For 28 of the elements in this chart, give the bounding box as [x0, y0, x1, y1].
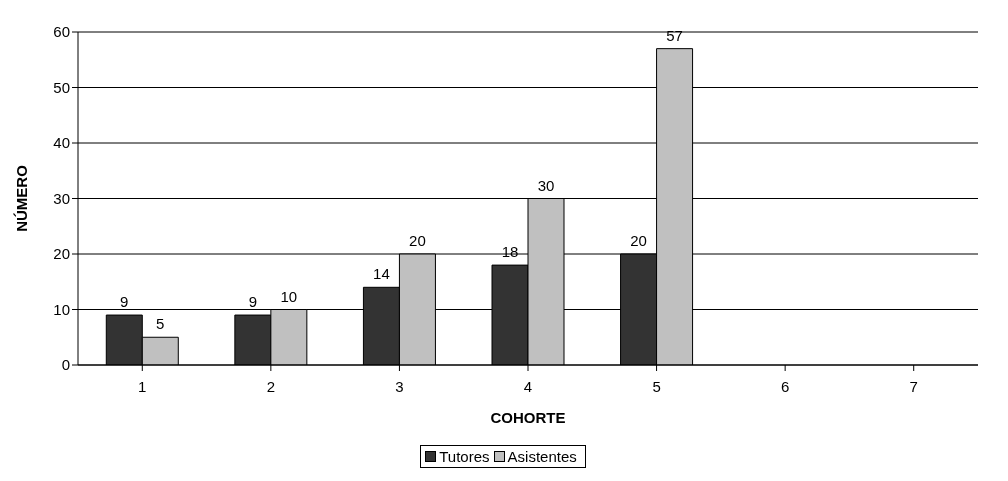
x-tick-label: 4 — [523, 377, 533, 395]
data-label: 14 — [373, 265, 390, 283]
y-tick-label: 60 — [53, 23, 70, 41]
x-tick-label: 5 — [652, 377, 661, 395]
y-tick-label: 50 — [53, 78, 70, 96]
y-tick-label: 0 — [61, 356, 70, 374]
data-label: 5 — [156, 315, 165, 333]
y-tick-label: 10 — [53, 300, 70, 318]
y-axis-title: NÚMERO — [13, 164, 31, 232]
data-label: 18 — [501, 243, 519, 261]
data-label: 9 — [120, 293, 129, 311]
y-tick-label: 30 — [53, 189, 70, 207]
legend-label: Asistentes — [506, 448, 577, 465]
y-tick-label: 40 — [53, 134, 70, 152]
x-tick-label: 2 — [266, 377, 276, 395]
y-tick-label: 20 — [53, 245, 70, 263]
x-axis-title: COHORTE — [490, 409, 566, 426]
legend-label: Tutores — [438, 448, 490, 465]
data-label: 30 — [537, 176, 555, 194]
x-tick-label: 6 — [780, 377, 790, 395]
data-label: 57 — [666, 26, 683, 44]
data-label: 20 — [630, 232, 647, 249]
x-tick-label: 3 — [395, 377, 404, 395]
x-tick-label: 7 — [909, 377, 918, 395]
data-label: 20 — [409, 232, 426, 249]
x-tick-label: 1 — [138, 377, 147, 395]
data-label: 10 — [280, 287, 298, 305]
data-label: 9 — [248, 293, 258, 311]
